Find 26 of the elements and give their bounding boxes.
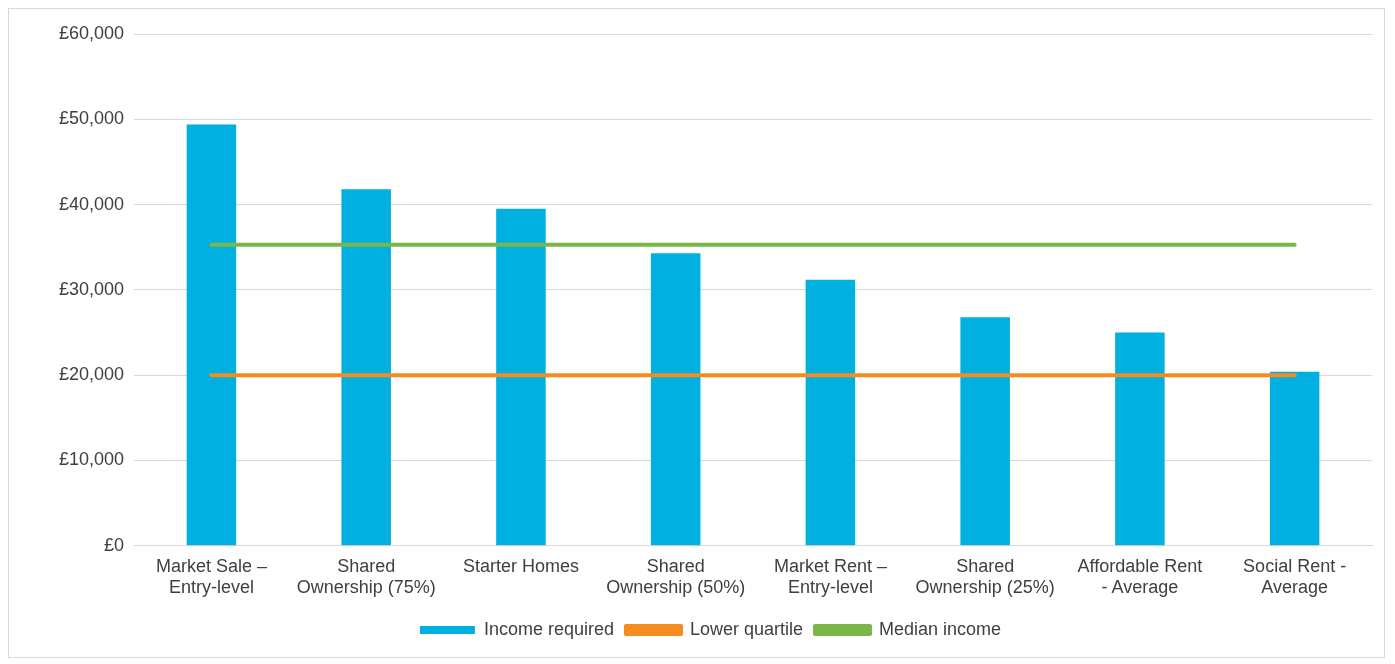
bar — [186, 124, 237, 546]
y-tick-label: £10,000 — [58, 449, 125, 470]
bar — [1269, 371, 1320, 546]
x-tick-label: Affordable Rent - Average — [1077, 555, 1203, 598]
y-tick-label: £50,000 — [58, 108, 125, 129]
y-tick-label: £20,000 — [58, 364, 125, 385]
y-tick-label: £60,000 — [58, 22, 125, 43]
bar — [960, 317, 1010, 546]
x-tick-label: Market Sale – Entry-level — [155, 555, 267, 598]
bar — [496, 208, 546, 546]
x-tick-label: Starter Homes — [462, 555, 579, 576]
x-tick-label: Shared Ownership (25%) — [915, 555, 1055, 598]
legend-label: Income required — [483, 618, 614, 639]
bar — [341, 189, 391, 546]
x-tick-label: Market Rent – Entry-level — [773, 555, 887, 598]
y-tick-label: £0 — [104, 534, 125, 555]
bar — [805, 279, 856, 546]
x-tick-label: Social Rent - Average — [1243, 555, 1347, 598]
bar — [1115, 332, 1165, 546]
x-tick-label: Shared Ownership (75%) — [296, 555, 436, 598]
legend-label: Median income — [879, 618, 1002, 639]
legend-label: Lower quartile — [689, 618, 804, 639]
x-tick-label: Shared Ownership (50%) — [606, 555, 746, 598]
y-tick-label: £40,000 — [58, 193, 125, 214]
bar — [650, 253, 701, 546]
y-tick-label: £30,000 — [58, 278, 125, 299]
